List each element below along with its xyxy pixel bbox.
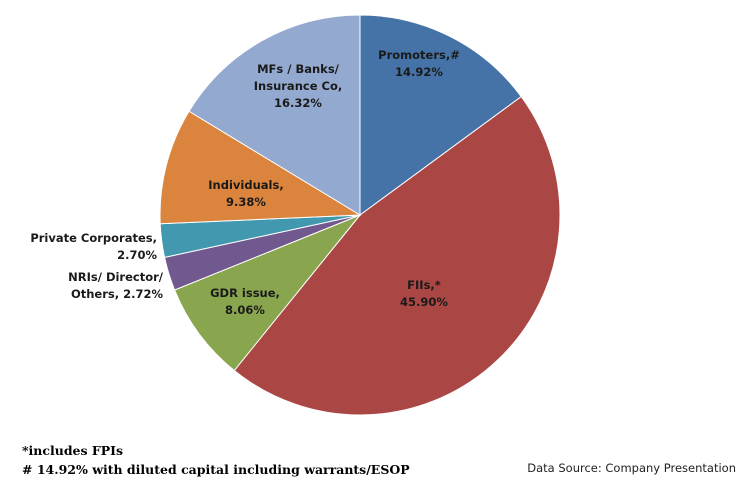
pie-slice-5 (159, 110, 362, 225)
footnote-diluted: # 14.92% with diluted capital including … (22, 462, 410, 477)
pie-slice-1 (233, 95, 561, 416)
data-source-note: Data Source: Company Presentation (527, 461, 736, 475)
slice-label-1: FIIs,* 45.90% (400, 278, 448, 309)
pie-slice-2 (173, 213, 362, 372)
slice-label-4: Private Corporates, 2.70% (30, 231, 157, 262)
footnote-fpi: *includes FPIs (22, 443, 124, 458)
slice-label-2: GDR issue, 8.06% (210, 286, 280, 317)
shareholding-pie-chart: Promoters,# 14.92% FIIs,* 45.90% GDR issue, 8… (30, 14, 561, 416)
pie-slice-6 (188, 14, 361, 216)
slice-label-0: Promoters,# 14.92% (378, 48, 460, 79)
pie-slice-0 (359, 14, 522, 216)
slice-label-5: Individuals, 9.38% (208, 178, 283, 209)
slice-label-3: NRIs/ Director/Others, 2.72% (68, 270, 164, 301)
slice-label-6: MFs / Banks/Insurance Co, 16.32% (254, 62, 342, 110)
